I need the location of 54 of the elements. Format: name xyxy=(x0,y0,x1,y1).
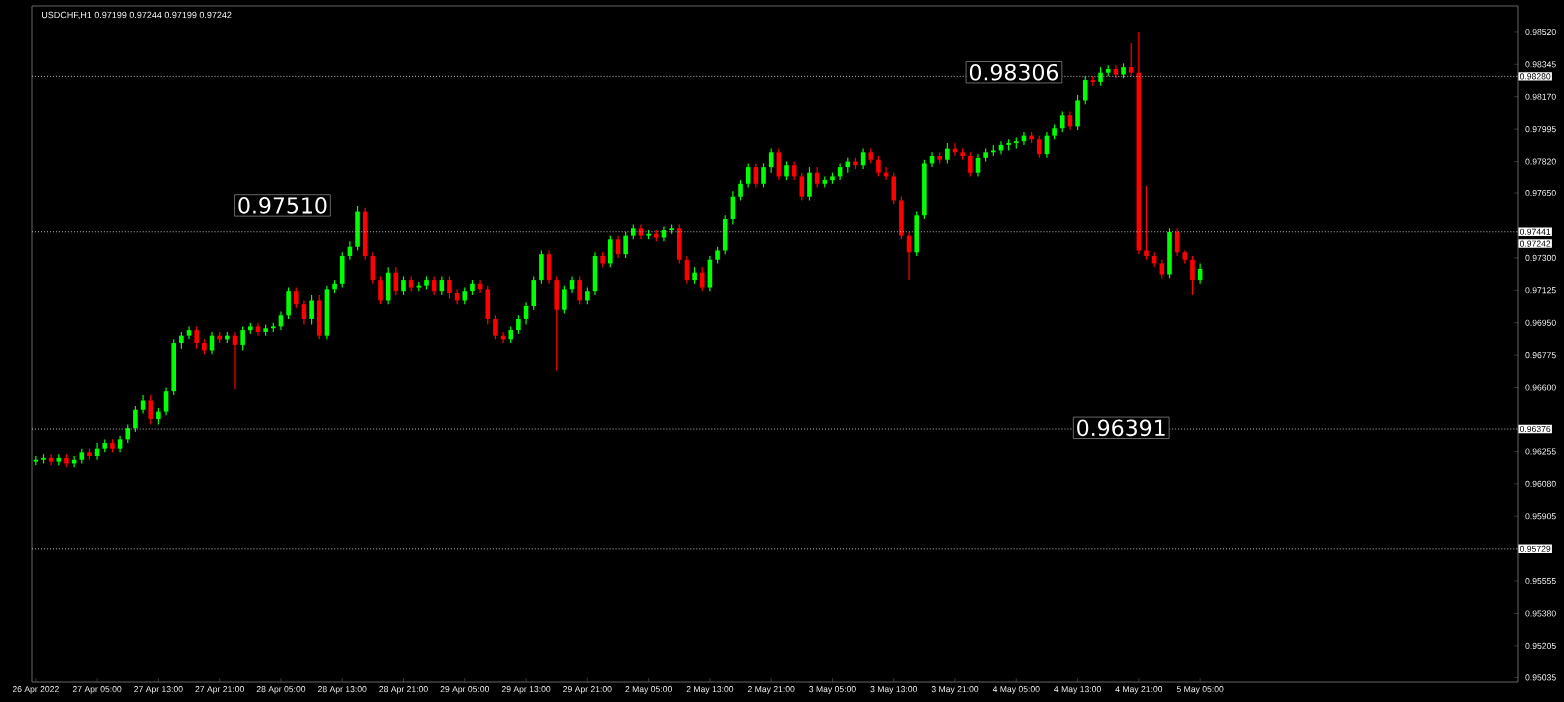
candlestick xyxy=(738,179,743,202)
candlestick xyxy=(539,249,544,285)
candlestick xyxy=(531,275,537,311)
candlestick xyxy=(1036,135,1042,159)
candlestick xyxy=(355,205,360,252)
candlestick xyxy=(493,314,498,340)
candlestick xyxy=(48,453,54,466)
candlestick xyxy=(148,394,154,426)
candlestick xyxy=(293,286,299,309)
candlestick xyxy=(945,142,950,165)
candlestick xyxy=(140,394,146,415)
candlestick xyxy=(1159,259,1165,279)
candlestick xyxy=(891,172,897,205)
candlestick xyxy=(1075,94,1080,131)
candlestick xyxy=(876,155,881,177)
candlestick xyxy=(899,196,904,240)
annotation: 0.97510 xyxy=(238,197,327,214)
candlestick xyxy=(562,285,567,315)
candlestick xyxy=(1144,185,1149,261)
candlestick xyxy=(1128,42,1134,77)
candlestick xyxy=(1059,110,1065,133)
candlestick xyxy=(485,285,491,326)
candlestick xyxy=(240,325,245,352)
candlestick xyxy=(1167,227,1172,279)
candlestick xyxy=(447,275,452,300)
candlestick xyxy=(194,325,199,350)
candlestick xyxy=(1098,66,1103,87)
candlestick xyxy=(676,223,682,265)
candlestick xyxy=(699,266,705,292)
candlestick xyxy=(316,294,322,340)
candlestick xyxy=(968,151,973,177)
candlestick xyxy=(1082,75,1088,105)
candlestick xyxy=(516,314,521,335)
annotation: 0.98306 xyxy=(969,63,1059,81)
candlestick xyxy=(577,275,582,305)
candlestick xyxy=(378,275,383,305)
candlestick xyxy=(554,275,559,372)
candlestick xyxy=(761,162,766,189)
candlestick xyxy=(362,207,368,261)
candlestick xyxy=(125,423,131,444)
candlestick xyxy=(608,235,613,268)
annotation: 0.96391 xyxy=(1077,419,1165,437)
candlestick xyxy=(623,231,628,259)
candlestick xyxy=(309,294,314,326)
candlestick xyxy=(784,160,789,181)
candlestick xyxy=(1190,255,1195,296)
candlestick xyxy=(914,210,920,257)
candlestick xyxy=(286,286,291,320)
candlestick xyxy=(339,251,345,289)
candlestick xyxy=(401,275,406,296)
candlestick xyxy=(722,214,728,255)
candlestick xyxy=(133,405,138,433)
candlestick xyxy=(807,166,812,202)
candlestick xyxy=(745,162,751,189)
